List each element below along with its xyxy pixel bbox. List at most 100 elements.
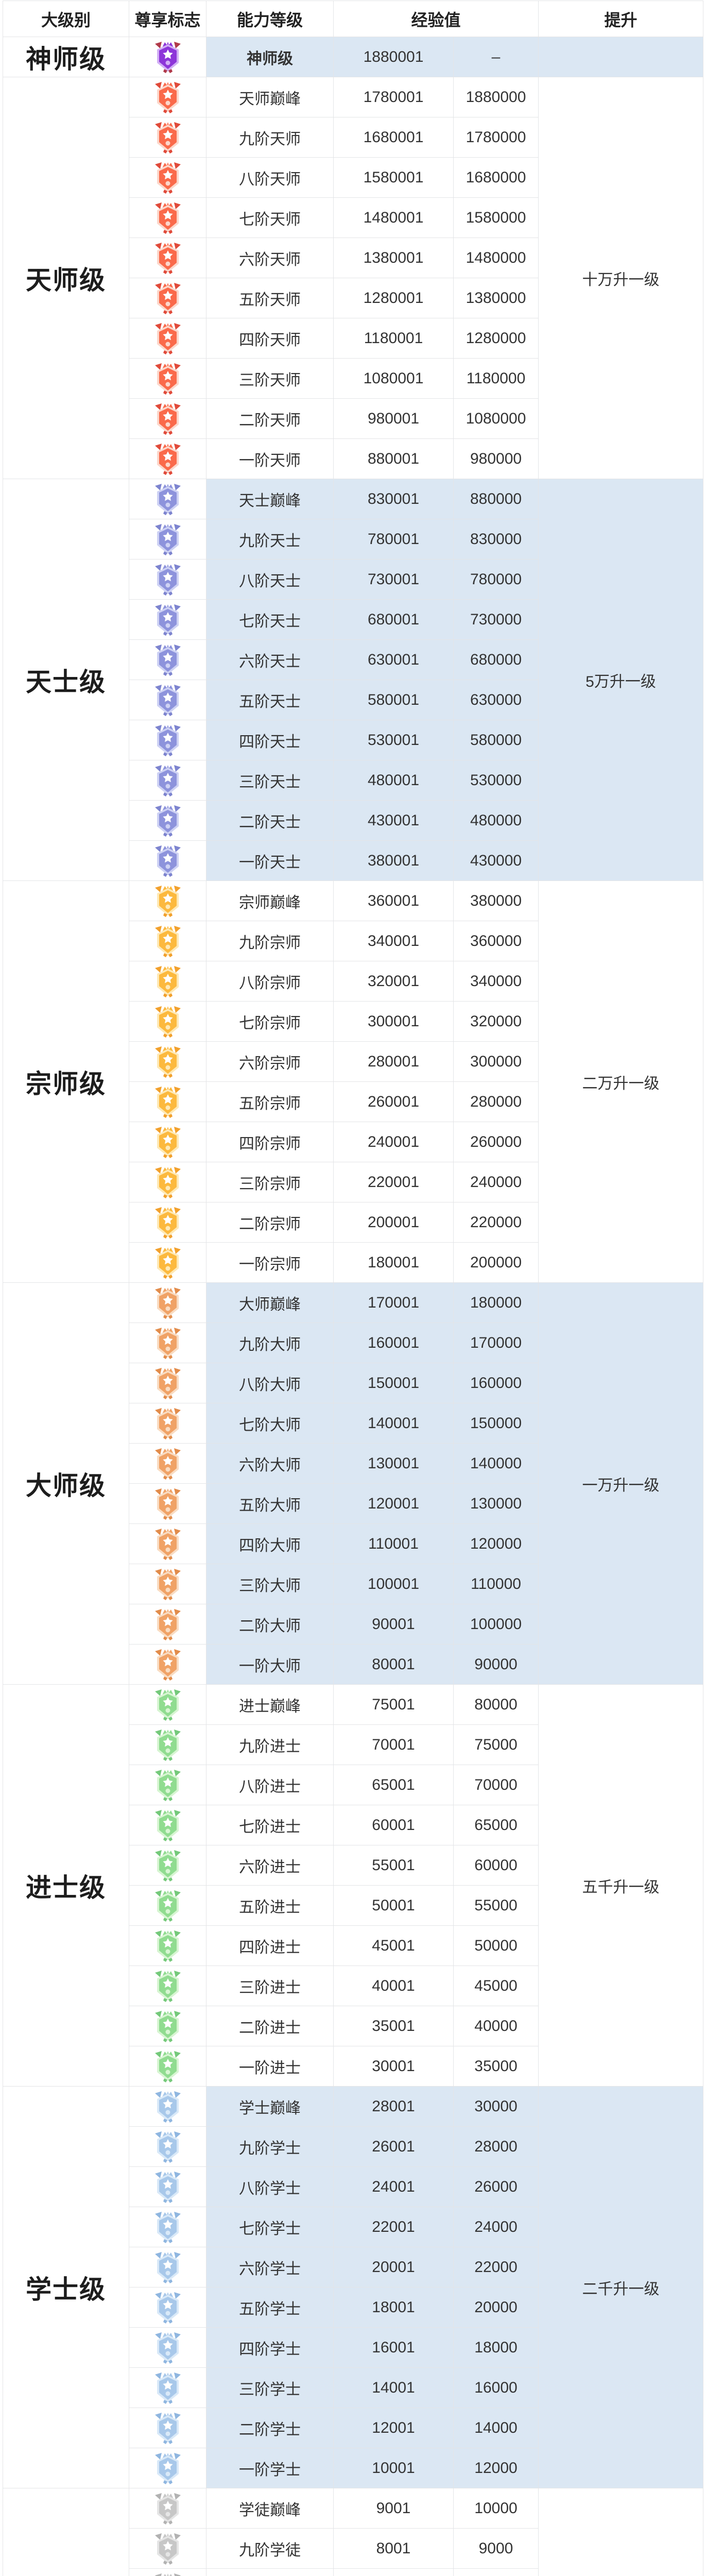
exp-max-cell: 75000 [453, 1724, 539, 1765]
exp-max-cell: 10000 [453, 2488, 539, 2529]
table-row: 七阶天师 1480001 1580000 [3, 197, 703, 238]
table-row: 九阶宗师 340001 360000 [3, 921, 703, 961]
table-row: 三阶进士 40001 45000 [3, 1965, 703, 2006]
table-row: 九阶天师 1680001 1780000 [3, 117, 703, 158]
table-row: 天师级 天师巅峰 1780001 1880000 十万升一级 [3, 77, 704, 479]
group-label: 宗师级 [3, 880, 129, 1283]
exp-max-cell: 60000 [453, 1845, 539, 1886]
exp-min-cell: 880001 [333, 438, 454, 479]
exp-max-cell: 90000 [453, 1644, 539, 1685]
badge-dashi-icon [154, 1327, 182, 1359]
exp-max-cell: 16000 [453, 2367, 539, 2408]
ability-level-cell: 九阶大师 [206, 1323, 334, 1363]
exp-max-cell: 50000 [453, 1925, 539, 1966]
ability-level-cell: 五阶天师 [206, 278, 334, 318]
ability-level-cell: 八阶大师 [206, 1363, 334, 1403]
exp-min-cell: 260001 [333, 1081, 454, 1122]
exp-min-cell: 75001 [333, 1684, 454, 1725]
badge-xueshi-icon [154, 2372, 182, 2404]
exp-min-cell: 530001 [333, 720, 454, 760]
badge-xueshi-icon [154, 2412, 182, 2444]
exp-min-cell: 8001 [333, 2528, 454, 2569]
table-row: 神师级 神师级 1880001– [3, 37, 704, 77]
ability-level-cell: 学徒巅峰 [206, 2488, 334, 2529]
ability-level-cell: 二阶天士 [206, 800, 334, 841]
exp-max-cell: 580000 [453, 720, 539, 760]
ability-level-cell: 五阶宗师 [206, 1081, 334, 1122]
header-promotion: 提升 [538, 1, 704, 37]
group-label: 天师级 [3, 77, 129, 479]
ability-level-cell: 九阶天师 [206, 117, 334, 158]
exp-min-cell: 280001 [333, 1041, 454, 1082]
badge-cell [129, 880, 206, 921]
ability-level-cell: 五阶学士 [206, 2287, 334, 2328]
exp-max-cell: 1180000 [453, 358, 539, 399]
exp-min-cell: 55001 [333, 1845, 454, 1886]
exp-min-cell: 45001 [333, 1925, 454, 1966]
exp-min-cell: 14001 [333, 2367, 454, 2408]
table-row: 四阶进士 45001 50000 [3, 1925, 703, 1966]
ability-level-cell: 一阶学士 [206, 2448, 334, 2488]
badge-cell [129, 238, 206, 278]
badge-zongshi-icon [154, 1166, 182, 1198]
badge-cell [129, 559, 206, 600]
exp-min-cell: 170001 [333, 1282, 454, 1323]
table-row: 四阶大师 110001 120000 [3, 1523, 703, 1564]
ability-level-cell: 九阶学士 [206, 2126, 334, 2167]
header-row: 大级别 尊享标志 能力等级 经验值 提升 [3, 1, 704, 37]
table-row: 五阶大师 120001 130000 [3, 1483, 703, 1524]
badge-cell [129, 2367, 206, 2408]
ability-level-cell: 九阶宗师 [206, 921, 334, 961]
exp-min-cell: 28001 [333, 2086, 454, 2127]
exp-min-cell: 360001 [333, 880, 454, 921]
badge-cell [129, 117, 206, 158]
exp-min-cell: 1780001 [333, 77, 454, 117]
promotion-cell: 十万升一级 [538, 77, 704, 479]
table-row: 学徒级 学徒巅峰900110000一千升一级 [3, 2488, 704, 2576]
badge-tianshi-icon [154, 202, 182, 234]
badge-jinshi-icon [154, 1850, 182, 1882]
ability-level-cell: 进士巅峰 [206, 1684, 334, 1725]
badge-cell [129, 760, 206, 801]
badge-zongshi-icon [154, 965, 182, 997]
ability-level-cell: 二阶宗师 [206, 1202, 334, 1243]
badge-tianshi2-icon [154, 845, 182, 877]
exp-max-cell: 1080000 [453, 398, 539, 439]
badge-tianshi2-icon [154, 483, 182, 515]
exp-max-cell: 14000 [453, 2408, 539, 2448]
header-ability-level: 能力等级 [206, 1, 334, 37]
badge-jinshi-icon [154, 1729, 182, 1761]
badge-tianshi-icon [154, 122, 182, 154]
badge-xuetu-icon [154, 2573, 182, 2576]
badge-cell [129, 1925, 206, 1966]
exp-min-cell: 140001 [333, 1403, 454, 1444]
promotion-cell: 一千升一级 [538, 2488, 704, 2576]
badge-dashi-icon [154, 1408, 182, 1439]
exp-max-cell: 35000 [453, 2046, 539, 2087]
badge-cell [129, 1162, 206, 1202]
exp-min-cell: 80001 [333, 1644, 454, 1685]
badge-xuetu-icon [154, 2533, 182, 2565]
badge-cell [129, 1765, 206, 1805]
exp-min-cell: 180001 [333, 1242, 454, 1283]
table-header: 大级别 尊享标志 能力等级 经验值 提升 [3, 1, 704, 37]
exp-max-cell: 18000 [453, 2327, 539, 2368]
badge-cell [129, 479, 206, 519]
badge-cell [129, 840, 206, 881]
badge-cell [129, 1845, 206, 1886]
ability-level-cell: 六阶进士 [206, 1845, 334, 1886]
table-row: 五阶天士 580001 630000 [3, 680, 703, 720]
ability-level-cell: 一阶宗师 [206, 1242, 334, 1283]
badge-xuetu-icon [154, 2493, 182, 2524]
exp-max-cell: 65000 [453, 1805, 539, 1845]
badge-cell [129, 37, 206, 77]
badge-cell [129, 519, 206, 560]
exp-max-cell: 110000 [453, 1564, 539, 1604]
promotion-cell: 二千升一级 [538, 2086, 704, 2488]
ability-level-cell: 五阶天士 [206, 680, 334, 720]
exp-max-cell: 8000 [453, 2568, 539, 2576]
ability-level-cell: 三阶宗师 [206, 1162, 334, 1202]
exp-max-cell: 45000 [453, 1965, 539, 2006]
badge-cell [129, 1564, 206, 1604]
table-row: 二阶进士 35001 40000 [3, 2006, 703, 2046]
